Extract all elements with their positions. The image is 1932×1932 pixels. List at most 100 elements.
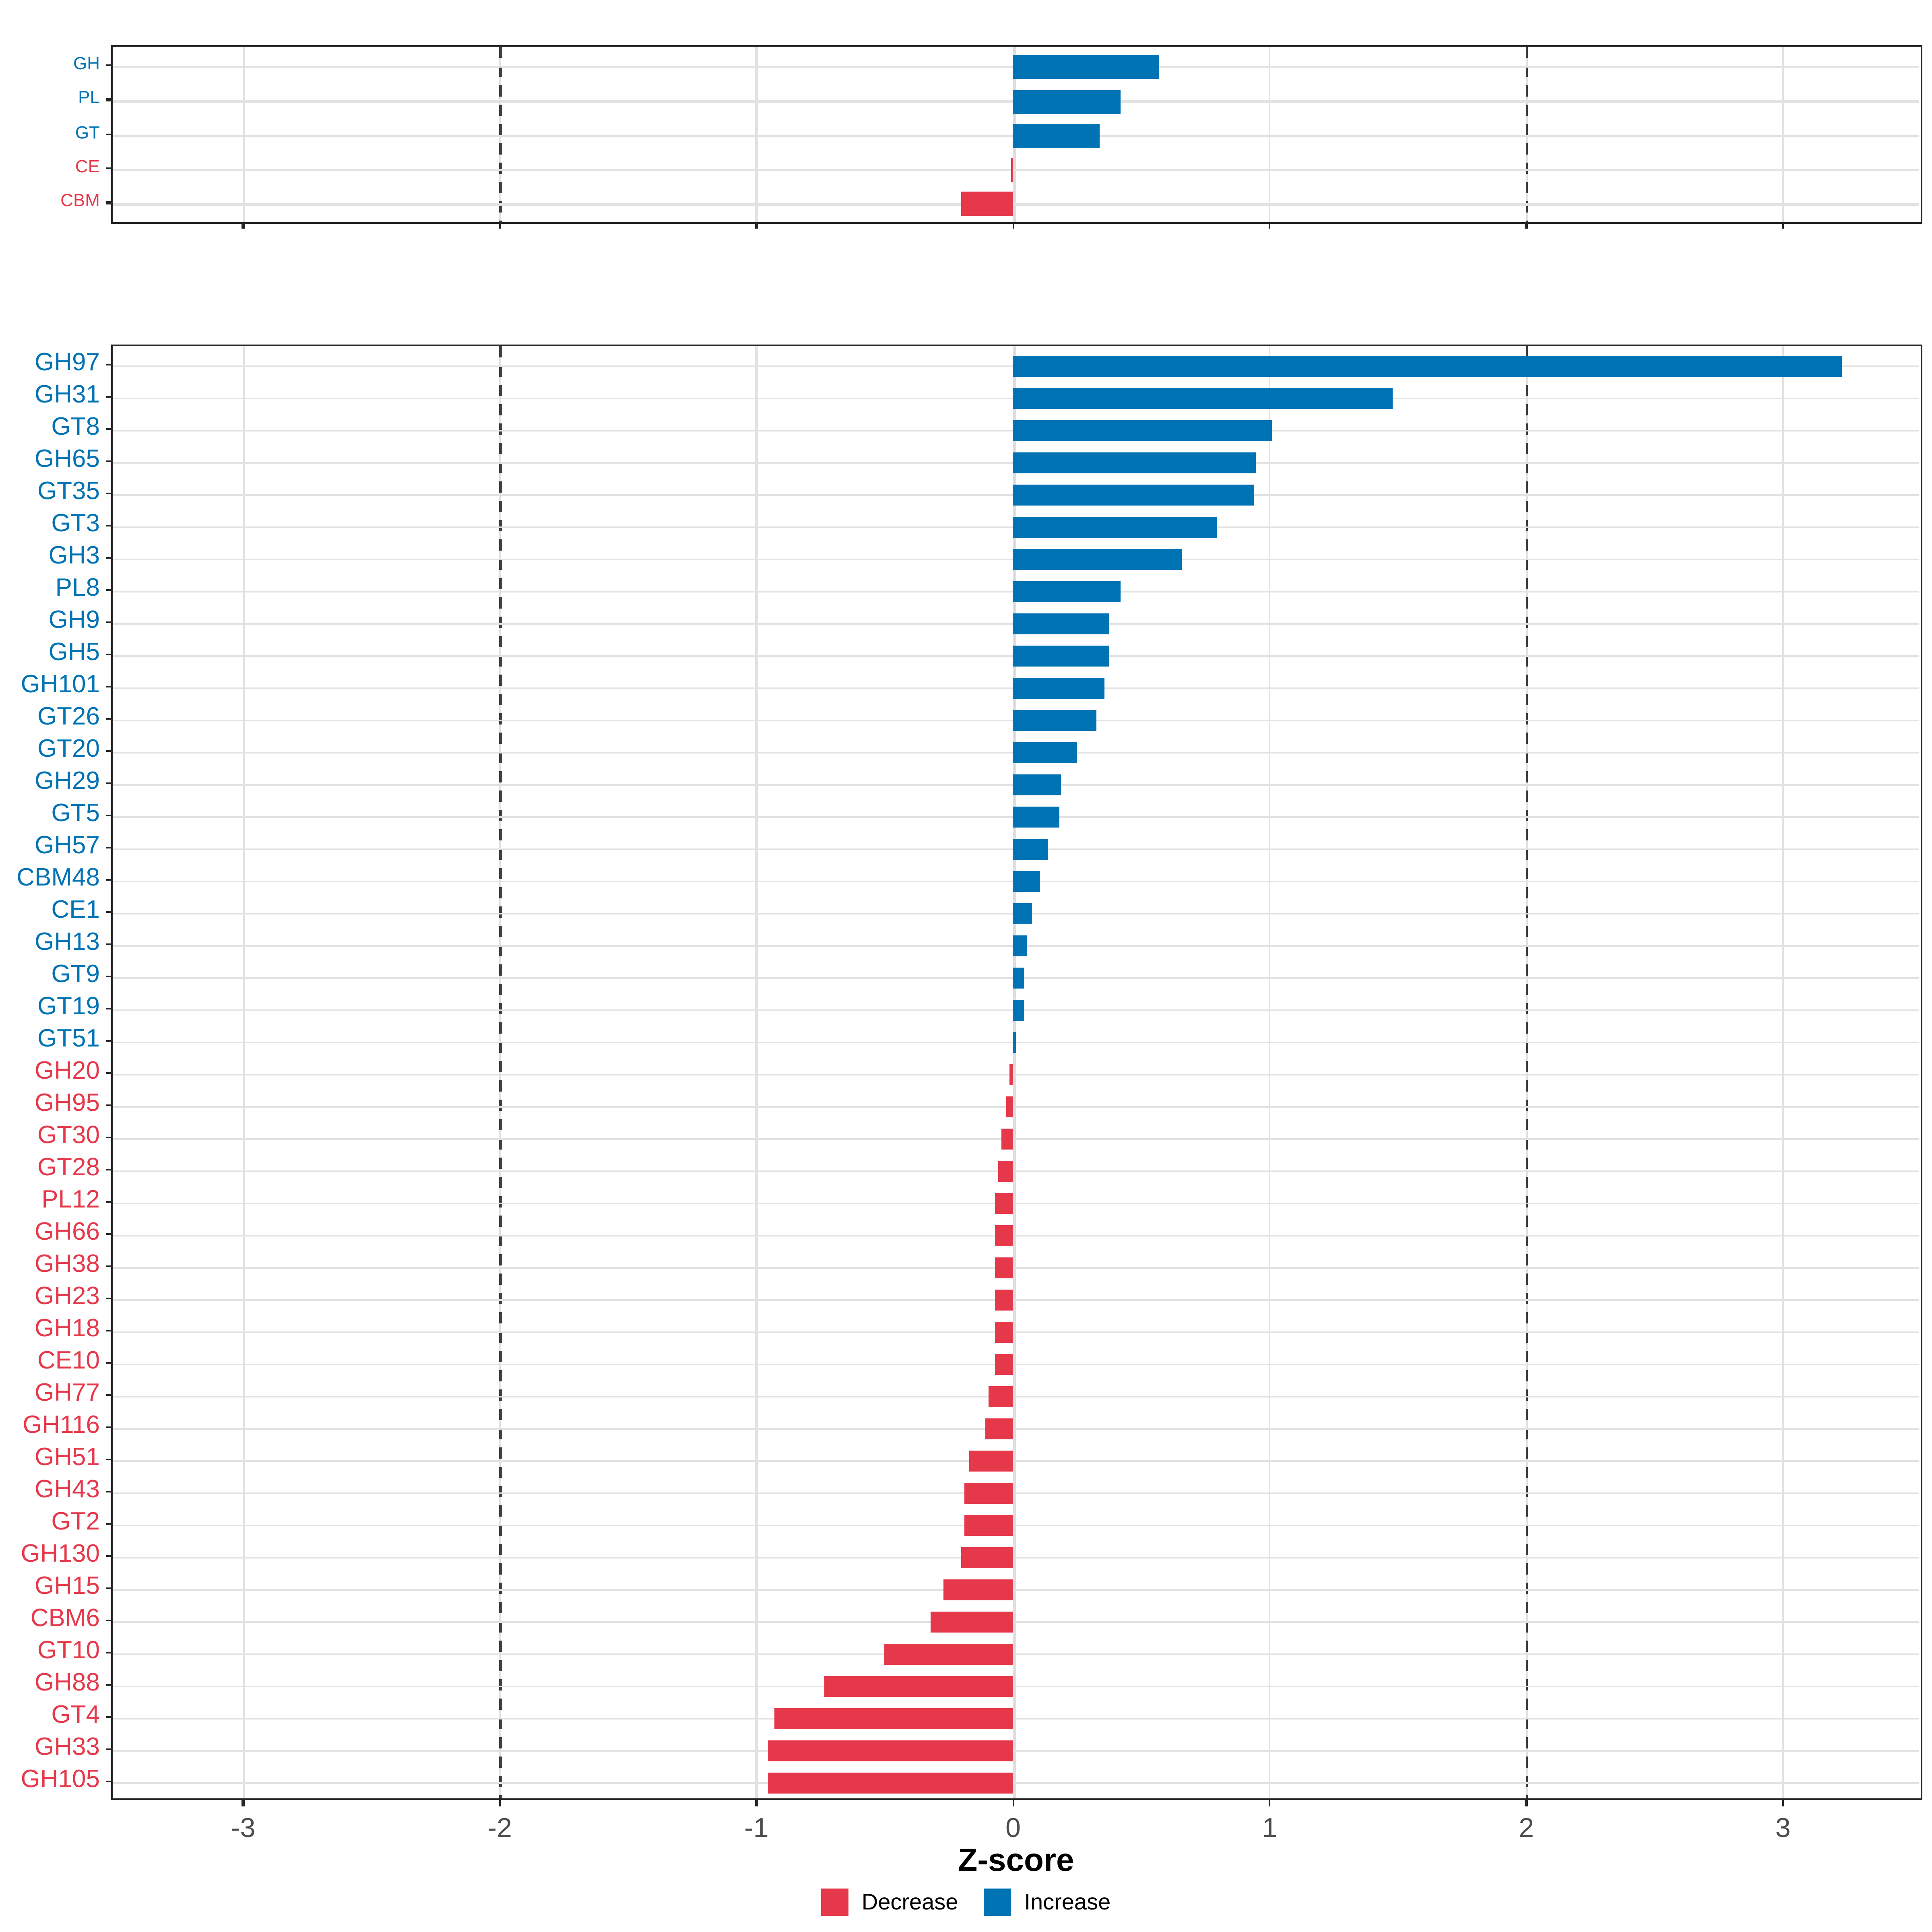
y-gridline (113, 1781, 1920, 1784)
category-label-GH97: GH97 (35, 350, 100, 377)
GH-bar (1012, 55, 1159, 80)
category-label-GH66: GH66 (35, 1219, 100, 1247)
GT35-bar (1012, 484, 1254, 505)
PL12-bar (995, 1193, 1013, 1214)
y-tick (105, 588, 111, 591)
GH88-bar (825, 1676, 1013, 1697)
y-tick (105, 1619, 111, 1621)
y-gridline (113, 1685, 1920, 1687)
y-tick (105, 878, 111, 881)
category-label-GT10: GT10 (37, 1638, 100, 1665)
GT8-bar (1012, 420, 1272, 441)
CE-bar (1011, 158, 1013, 182)
x-gridline (1782, 47, 1784, 222)
y-gridline (113, 1073, 1920, 1075)
CE1-bar (1012, 903, 1032, 924)
x-gridline (242, 347, 245, 1799)
GT4-bar (774, 1708, 1013, 1729)
y-tick (105, 685, 111, 687)
x-tick (1012, 223, 1014, 229)
category-label-GH13: GH13 (35, 929, 100, 957)
y-tick (105, 653, 111, 655)
GH57-bar (1012, 838, 1049, 859)
GT-bar (1012, 124, 1100, 148)
CBM48-bar (1012, 871, 1040, 892)
category-label-GH38: GH38 (35, 1251, 100, 1279)
x-tick (755, 1800, 758, 1806)
y-tick (105, 202, 111, 204)
category-label-GH9: GH9 (48, 607, 100, 635)
y-gridline (113, 1556, 1920, 1558)
GH31-bar (1012, 388, 1392, 409)
GT10-bar (884, 1643, 1013, 1664)
category-label-GH20: GH20 (35, 1058, 100, 1086)
y-gridline (113, 1202, 1920, 1204)
y-gridline (113, 1620, 1920, 1623)
category-label-GH57: GH57 (35, 833, 100, 860)
reference-line (1525, 47, 1528, 222)
category-label-GT28: GT28 (37, 1155, 100, 1182)
category-label-GT20: GT20 (37, 736, 100, 764)
y-tick (105, 1200, 111, 1203)
y-gridline (113, 169, 1920, 171)
y-tick (105, 1490, 111, 1492)
GH9-bar (1012, 613, 1110, 634)
GT30-bar (1001, 1128, 1013, 1149)
y-tick (105, 99, 111, 101)
y-gridline (113, 1653, 1920, 1655)
bottom-panel (111, 345, 1922, 1800)
y-tick (105, 492, 111, 494)
y-tick (105, 460, 111, 462)
y-gridline (113, 1137, 1920, 1140)
y-tick (105, 749, 111, 752)
x-tick (1525, 223, 1527, 229)
GT9-bar (1012, 967, 1024, 988)
x-tick-label: 1 (1262, 1813, 1278, 1843)
GH29-bar (1012, 774, 1061, 795)
legend-swatch-decrease (821, 1888, 849, 1915)
legend-item-decrease: Decrease (821, 1888, 958, 1915)
x-axis-title: Z-score (958, 1843, 1074, 1879)
reference-line (499, 47, 502, 222)
reference-line (499, 347, 502, 1799)
y-tick (105, 1683, 111, 1686)
y-tick (105, 1104, 111, 1106)
y-tick (105, 363, 111, 365)
category-label-GT19: GT19 (37, 994, 100, 1021)
category-label-CBM6: CBM6 (30, 1606, 100, 1633)
y-tick (105, 133, 111, 136)
y-tick (105, 1715, 111, 1718)
GH130-bar (961, 1547, 1013, 1568)
top-panel (111, 45, 1922, 223)
y-gridline (113, 1266, 1920, 1269)
y-gridline (113, 1588, 1920, 1591)
x-gridline (1012, 347, 1016, 1799)
category-label-GT8: GT8 (51, 414, 100, 442)
y-gridline (113, 1749, 1920, 1752)
y-tick (105, 1426, 111, 1428)
y-tick (105, 1748, 111, 1750)
GT3-bar (1012, 516, 1218, 537)
GH95-bar (1007, 1096, 1013, 1117)
y-tick (105, 782, 111, 784)
x-gridline (755, 347, 758, 1799)
y-gridline (113, 1363, 1920, 1365)
category-label-GH18: GH18 (35, 1316, 100, 1343)
y-tick (105, 1039, 111, 1042)
x-gridline (755, 47, 758, 222)
x-tick-label: 2 (1519, 1813, 1534, 1843)
GH5-bar (1012, 645, 1110, 666)
x-gridline (1269, 347, 1271, 1799)
GH51-bar (969, 1450, 1013, 1471)
category-label-GT: GT (75, 123, 100, 143)
x-tick (1782, 1800, 1784, 1806)
CBM6-bar (930, 1611, 1013, 1632)
GT19-bar (1012, 999, 1024, 1020)
GT2-bar (964, 1515, 1013, 1536)
x-tick-label: -2 (487, 1813, 512, 1843)
y-tick (105, 1522, 111, 1525)
GT26-bar (1012, 710, 1097, 731)
category-label-GH: GH (73, 55, 100, 74)
x-gridline (1782, 347, 1784, 1799)
y-tick (105, 846, 111, 848)
